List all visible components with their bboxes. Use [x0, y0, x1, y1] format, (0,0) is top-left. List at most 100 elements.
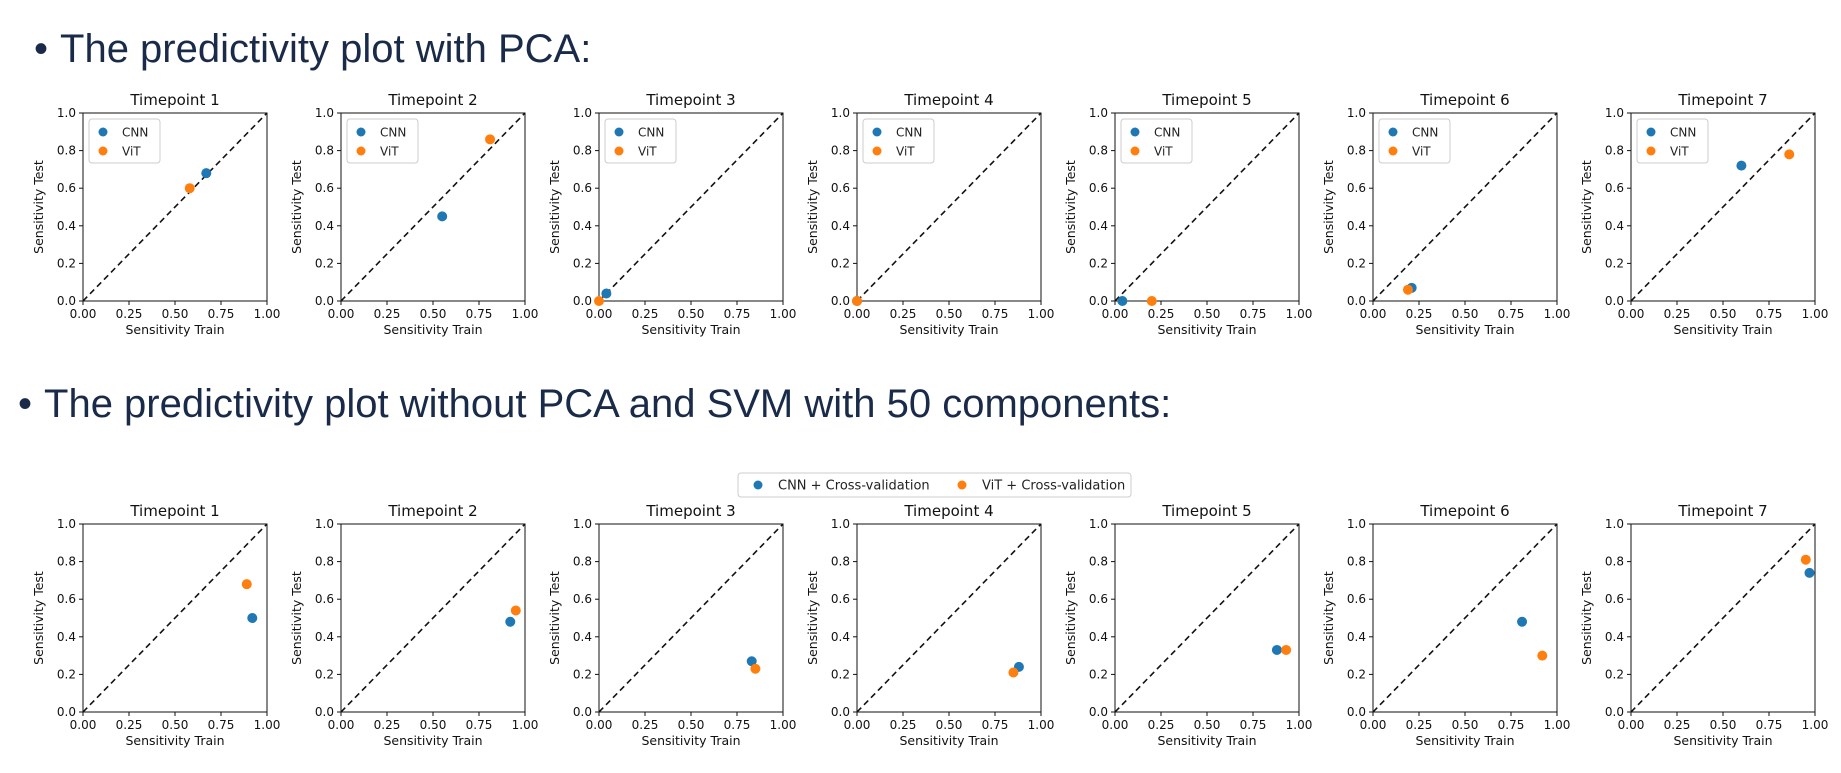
y-tick-label: 0.4 — [1347, 630, 1366, 644]
x-axis-label: Sensitivity Train — [1673, 322, 1772, 337]
y-tick-label: 0.2 — [315, 256, 334, 270]
y-axis-label: Sensitivity Test — [1579, 160, 1594, 254]
y-tick-label: 1.0 — [1089, 106, 1108, 120]
diagonal-line — [1372, 112, 1558, 302]
y-tick-label: 0.6 — [831, 181, 850, 195]
x-tick-label: 0.00 — [1360, 307, 1387, 321]
y-tick-label: 1.0 — [1347, 517, 1366, 531]
y-tick-label: 0.0 — [831, 705, 850, 719]
chart-top-6: Timepoint 6 0.00 0.25 0.50 0.75 1.00 0.0 0.2 0.4… — [1321, 91, 1570, 337]
x-tick-label: 0.50 — [1452, 307, 1479, 321]
x-axis-label: Sensitivity Train — [1415, 322, 1514, 337]
heading-with-pca: • The predictivity plot with PCA: — [34, 27, 591, 72]
x-tick-label: 0.75 — [1240, 307, 1267, 321]
y-tick-label: 0.0 — [1089, 294, 1108, 308]
y-tick-label: 0.2 — [1605, 256, 1624, 270]
y-tick-label: 0.0 — [57, 705, 76, 719]
chart-top-1: Timepoint 1 0.00 0.25 0.50 0.75 1.00 0.0 0.2 0.4… — [31, 91, 280, 337]
chart-top-5: Timepoint 5 0.00 0.25 0.50 0.75 1.00 0.0 0.2 0.4… — [1063, 91, 1312, 337]
data-point-vit — [852, 296, 862, 306]
x-tick-label: 0.50 — [420, 307, 447, 321]
y-tick-label: 0.8 — [1347, 144, 1366, 158]
legend-marker-1 — [957, 480, 967, 490]
x-axis-label: Sensitivity Train — [383, 322, 482, 337]
x-tick-label: 0.25 — [116, 307, 143, 321]
y-tick-label: 0.6 — [315, 181, 334, 195]
diagonal-line — [82, 523, 268, 713]
chart-group-bottom: CNN + Cross-validation ViT + Cross-valida… — [31, 472, 1828, 748]
chart-bottom-1: Timepoint 1 0.00 0.25 0.50 0.75 1.00 0.0 0.2 0.4… — [31, 502, 280, 748]
y-tick-label: 0.0 — [573, 294, 592, 308]
x-tick-label: 1.00 — [770, 307, 797, 321]
y-tick-label: 0.8 — [1089, 144, 1108, 158]
chart-title: Timepoint 2 — [387, 502, 477, 520]
y-tick-label: 0.2 — [1347, 667, 1366, 681]
diagonal-line — [1630, 112, 1816, 302]
chart-title: Timepoint 1 — [129, 502, 219, 520]
x-tick-label: 0.75 — [982, 718, 1009, 732]
x-tick-label: 0.00 — [844, 307, 871, 321]
y-tick-label: 0.6 — [57, 592, 76, 606]
y-tick-label: 0.6 — [57, 181, 76, 195]
x-tick-label: 0.25 — [1664, 718, 1691, 732]
chart-title: Timepoint 7 — [1677, 502, 1767, 520]
legend-label-0: CNN — [638, 126, 664, 140]
x-tick-label: 0.50 — [1452, 718, 1479, 732]
y-tick-label: 0.4 — [315, 219, 334, 233]
x-tick-label: 1.00 — [1028, 718, 1055, 732]
data-point-cnn — [746, 656, 757, 667]
legend-marker-1 — [1388, 146, 1398, 156]
data-point-vit — [750, 663, 761, 674]
x-tick-label: 0.75 — [1756, 718, 1783, 732]
x-tick-label: 0.75 — [466, 718, 493, 732]
x-tick-label: 0.50 — [678, 718, 705, 732]
chart-title: Timepoint 2 — [387, 91, 477, 109]
legend-label-1: ViT — [638, 145, 657, 159]
legend-label-0: CNN — [1412, 126, 1438, 140]
y-tick-label: 0.8 — [831, 555, 850, 569]
x-tick-label: 0.00 — [328, 718, 355, 732]
x-tick-label: 1.00 — [1544, 307, 1571, 321]
x-tick-label: 0.50 — [1710, 307, 1737, 321]
x-tick-label: 0.00 — [328, 307, 355, 321]
legend-marker-0 — [872, 127, 882, 137]
data-point-cnn — [1736, 160, 1747, 171]
x-tick-label: 0.25 — [1406, 718, 1433, 732]
y-tick-label: 0.0 — [1347, 294, 1366, 308]
y-tick-label: 0.0 — [1605, 705, 1624, 719]
x-tick-label: 0.25 — [1664, 307, 1691, 321]
x-tick-label: 0.25 — [632, 718, 659, 732]
y-tick-label: 0.6 — [831, 592, 850, 606]
y-tick-label: 0.6 — [573, 592, 592, 606]
x-tick-label: 0.00 — [1102, 307, 1129, 321]
x-tick-label: 0.25 — [1406, 307, 1433, 321]
y-axis-label: Sensitivity Test — [805, 160, 820, 254]
y-tick-label: 1.0 — [831, 106, 850, 120]
legend-label-1: ViT — [1412, 145, 1431, 159]
data-point-cnn — [1117, 296, 1128, 306]
legend-label-0: CNN + Cross-validation — [778, 479, 930, 494]
chart-group-top: Timepoint 1 0.00 0.25 0.50 0.75 1.00 0.0 0.2 0.4… — [31, 91, 1828, 337]
legend-marker-0 — [356, 127, 366, 137]
y-tick-label: 0.4 — [831, 630, 850, 644]
diagonal-line — [1630, 523, 1816, 713]
chart-bottom-4: Timepoint 4 0.00 0.25 0.50 0.75 1.00 0.0 0.2 0.4… — [805, 502, 1054, 748]
y-tick-label: 0.4 — [573, 219, 592, 233]
x-tick-label: 1.00 — [512, 307, 539, 321]
y-axis-label: Sensitivity Test — [805, 571, 820, 665]
chart-title: Timepoint 5 — [1161, 91, 1251, 109]
data-point-vit — [1402, 284, 1413, 295]
x-tick-label: 1.00 — [1286, 307, 1313, 321]
x-tick-label: 0.75 — [1240, 718, 1267, 732]
y-tick-label: 0.6 — [1089, 592, 1108, 606]
chart-bottom-2: Timepoint 2 0.00 0.25 0.50 0.75 1.00 0.0 0.2 0.4… — [289, 502, 538, 748]
y-tick-label: 1.0 — [57, 106, 76, 120]
x-tick-label: 1.00 — [254, 307, 281, 321]
data-point-cnn — [1804, 567, 1815, 578]
legend-marker-0 — [753, 480, 763, 490]
y-axis-label: Sensitivity Test — [547, 160, 562, 254]
legend-label-1: ViT — [1670, 145, 1689, 159]
chart-top-7: Timepoint 7 0.00 0.25 0.50 0.75 1.00 0.0 0.2 0.4… — [1579, 91, 1828, 337]
y-tick-label: 0.6 — [1605, 181, 1624, 195]
data-point-cnn — [201, 168, 212, 179]
